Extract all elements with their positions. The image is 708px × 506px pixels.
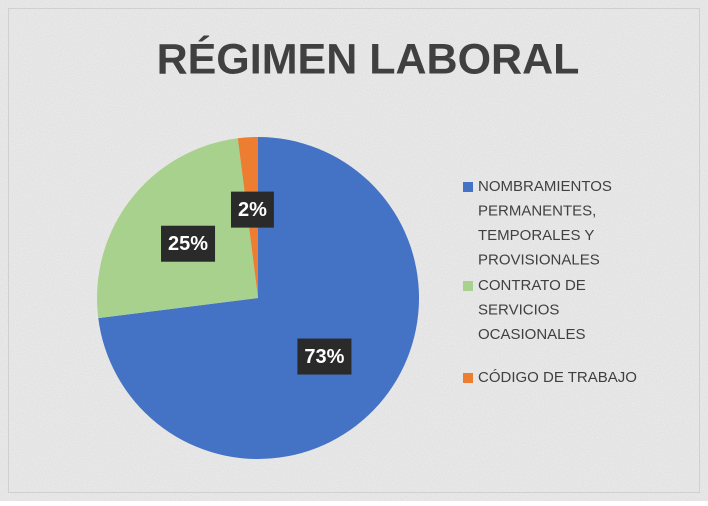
- pie-slice: [98, 137, 419, 459]
- data-label-box: [161, 225, 216, 262]
- data-label: 25%: [168, 233, 208, 255]
- legend-label: NOMBRAMIENTOS PERMANENTES, TEMPORALES Y …: [478, 178, 616, 269]
- chart-title: RÉGIMEN LABORAL: [157, 35, 580, 83]
- legend-label: CÓDIGO DE TRABAJO: [478, 369, 637, 386]
- legend-swatch: [463, 373, 473, 383]
- data-label: 2%: [238, 199, 267, 221]
- data-label-box: [230, 191, 274, 228]
- legend-label: CONTRATO DE SERVICIOS OCASIONALES: [478, 277, 590, 343]
- legend-swatch: [463, 281, 473, 291]
- data-label-box: [297, 338, 352, 375]
- legend-swatch: [463, 182, 473, 192]
- data-label: 73%: [304, 346, 344, 368]
- frame: [8, 8, 700, 493]
